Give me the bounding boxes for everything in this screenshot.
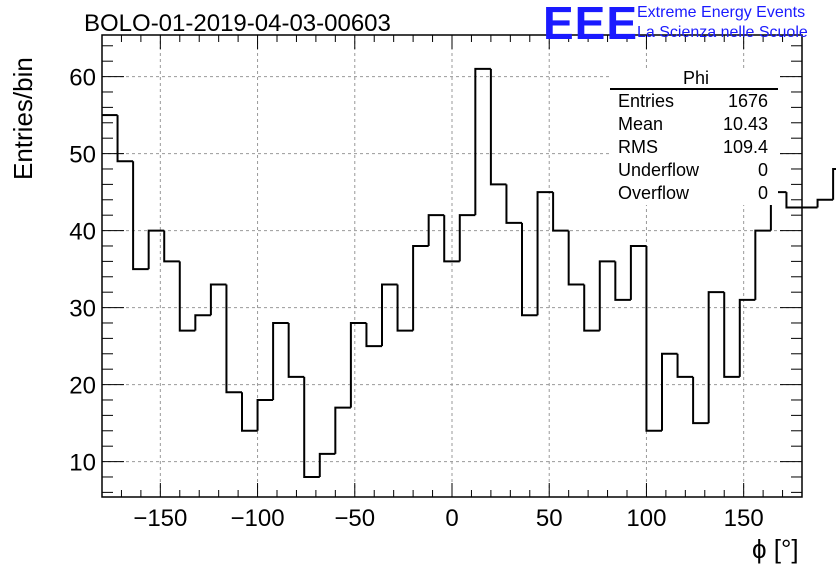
histogram-bin [318, 452, 336, 477]
histogram-bin [583, 284, 600, 332]
stats-key: Overflow [618, 183, 690, 203]
histogram-bin [443, 215, 460, 263]
histogram-bin [785, 192, 802, 209]
histogram-bin [723, 292, 740, 378]
histogram-bin [832, 167, 836, 200]
x-tick-label: −150 [133, 505, 187, 532]
histogram-bin [707, 291, 725, 424]
y-axis-label-container: Entries/bin [8, 57, 38, 210]
histogram-bin [489, 68, 507, 186]
histogram-bin [256, 398, 274, 431]
y-axis-label: Entries/bin [8, 57, 38, 180]
stats-value: 109.4 [722, 137, 768, 157]
x-tick-label: 150 [724, 505, 764, 532]
histogram-bin [194, 314, 211, 331]
stats-row-overflow: Overflow 0 [610, 182, 778, 205]
histogram-bin [645, 245, 662, 432]
histogram-bin [536, 191, 554, 316]
histogram-bin [225, 284, 242, 394]
histogram-bin [676, 353, 694, 378]
y-tick-label: 60 [69, 65, 96, 92]
histogram-bin [412, 244, 429, 331]
histogram-bin [738, 298, 756, 377]
stats-key: Mean [618, 114, 664, 134]
axis-ticks [102, 35, 802, 497]
eee-logo: EEE [543, 0, 639, 49]
histogram-bin [334, 406, 351, 454]
logo-line-2: La Scienza nelle Scuole [637, 24, 808, 41]
histogram-bin [116, 115, 134, 163]
histogram-bin [349, 321, 367, 408]
y-tick-label: 40 [69, 219, 96, 246]
histogram-bin [614, 261, 631, 301]
histogram-bin [381, 283, 398, 347]
y-tick-label: 30 [69, 296, 96, 323]
histogram-bin [396, 284, 414, 332]
histogram-bin [365, 322, 382, 348]
histogram-bin [209, 283, 227, 316]
stats-value: 0 [757, 183, 768, 203]
histogram-bin [427, 214, 445, 246]
stats-header: Phi [610, 68, 778, 90]
y-tick-label: 20 [69, 373, 96, 400]
axis-tick-labels: −150 −100 −50 0 50 100 150 10 20 30 40 50 60 [69, 65, 763, 532]
histogram-bin [816, 198, 834, 208]
histogram-bin [163, 230, 180, 263]
histogram-bin [303, 376, 320, 478]
stats-value: 1676 [727, 91, 768, 111]
stats-row-rms: RMS 109.4 [610, 136, 778, 159]
x-tick-label: −50 [334, 505, 375, 532]
histogram-bin [661, 352, 678, 431]
stats-key: Entries [618, 91, 675, 111]
histogram-bin [147, 229, 165, 270]
chart-title: BOLO-01-2019-04-03-00603 [84, 10, 391, 37]
stats-key: RMS [618, 137, 658, 157]
x-tick-label: 0 [445, 505, 458, 532]
stats-row-mean: Mean 10.43 [610, 113, 778, 136]
y-tick-label: 10 [69, 450, 96, 477]
histogram-bin [521, 222, 538, 317]
x-tick-label: 100 [626, 505, 666, 532]
histogram-bin [272, 321, 289, 400]
histogram-bin [629, 244, 647, 300]
logo-line-1: Extreme Energy Events [637, 4, 806, 21]
histogram-bin [505, 184, 522, 224]
histogram-bin [567, 230, 585, 286]
x-axis-label: ϕ [°] [752, 534, 799, 564]
stats-value: 0 [757, 160, 768, 180]
histogram-bin [132, 161, 149, 271]
histogram-bin [287, 322, 305, 378]
histogram-bin [692, 376, 709, 425]
y-tick-label: 50 [69, 142, 96, 169]
histogram-series [102, 67, 836, 478]
stats-row-entries: Entries 1676 [610, 90, 778, 113]
histogram-bin [598, 260, 616, 331]
histogram-bin [474, 67, 491, 216]
x-tick-label: 50 [536, 505, 563, 532]
stats-value: 10.43 [722, 114, 768, 134]
histogram-bin [754, 229, 771, 300]
histogram-bin [178, 261, 196, 332]
stats-row-underflow: Underflow 0 [610, 159, 778, 182]
histogram-bin [241, 392, 258, 432]
histogram-bin [552, 192, 569, 232]
stats-key: Underflow [618, 160, 700, 180]
x-tick-label: −100 [231, 505, 285, 532]
stats-box: Phi Entries 1676 Mean 10.43 RMS 109.4 Un… [610, 68, 778, 205]
histogram-bin [458, 214, 476, 262]
